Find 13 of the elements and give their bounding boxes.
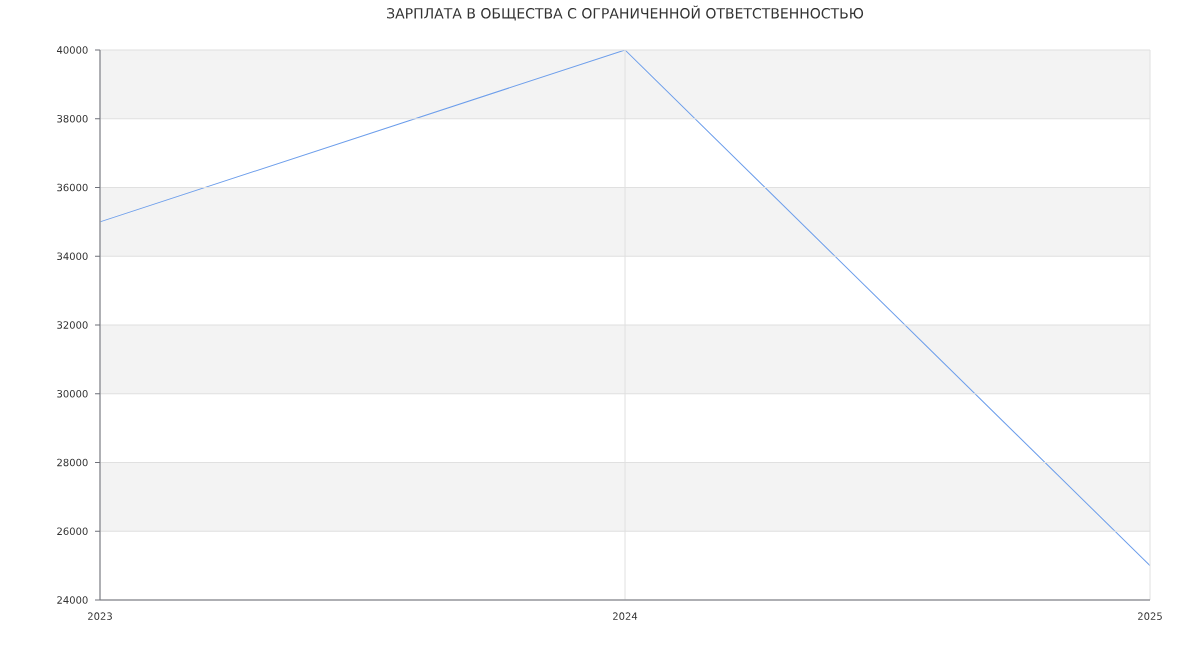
- y-tick-label: 38000: [57, 114, 88, 123]
- y-tick-label: 34000: [57, 252, 88, 261]
- y-tick-label: 28000: [57, 458, 88, 467]
- x-tick-label: 2025: [1138, 612, 1162, 620]
- y-tick-label: 24000: [57, 596, 88, 604]
- x-tick-label: 2024: [613, 612, 638, 620]
- y-tick-label: 26000: [57, 527, 88, 536]
- chart-title: ЗАРПЛАТА В ОБЩЕСТВА С ОГРАНИЧЕННОЙ ОТВЕТСТВЕННОСТЬЮ: [387, 5, 864, 21]
- y-tick-label: 32000: [57, 321, 88, 329]
- x-tick-label: 2023: [88, 612, 112, 620]
- y-tick-label: 40000: [56, 46, 88, 54]
- y-tick-label: 36000: [57, 183, 88, 192]
- y-tick-label: 30000: [57, 389, 88, 398]
